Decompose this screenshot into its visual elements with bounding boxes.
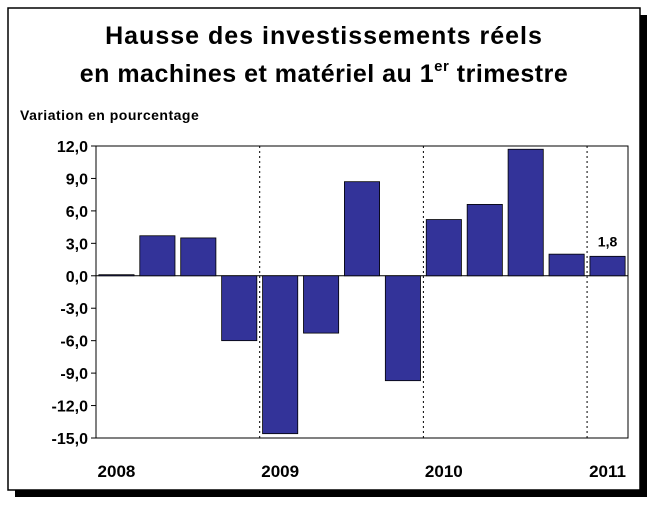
bar <box>262 275 299 435</box>
y-tick-label: -6,0 <box>60 334 88 351</box>
chart-title: Hausse des investissements réels <box>105 22 543 50</box>
title-superscript: er <box>434 58 449 75</box>
bar <box>344 181 380 277</box>
title-part: en machines et matériel au 1 <box>80 60 434 88</box>
bar <box>98 274 135 277</box>
bar <box>466 203 503 277</box>
value-label: 1,8 <box>598 233 618 249</box>
bar <box>221 275 258 342</box>
chart-title-line2: en machines et matériel au 1er trimestre <box>80 58 569 88</box>
bar <box>507 148 544 277</box>
bar <box>425 219 462 277</box>
bar <box>384 275 421 382</box>
x-tick-label: 2008 <box>98 462 136 481</box>
bar <box>303 275 340 334</box>
bar <box>139 235 176 277</box>
y-tick-label: 0,0 <box>66 269 88 286</box>
y-tick-label: 9,0 <box>66 171 88 188</box>
bar <box>180 237 217 277</box>
y-tick-label: 12,0 <box>57 139 88 156</box>
y-tick-label: 3,0 <box>66 236 88 253</box>
plot-area <box>95 145 629 439</box>
title-part: trimestre <box>449 60 568 88</box>
y-tick-label: -15,0 <box>52 431 89 448</box>
bar <box>548 253 585 277</box>
x-tick-label: 2009 <box>261 462 299 481</box>
x-tick-label: 2010 <box>425 462 463 481</box>
y-axis-label: Variation en pourcentage <box>20 107 199 123</box>
y-tick-label: -9,0 <box>60 366 88 383</box>
x-tick-label: 2011 <box>589 462 626 481</box>
y-tick-label: 6,0 <box>66 204 88 221</box>
bar <box>589 255 626 277</box>
y-tick-label: -3,0 <box>60 301 88 318</box>
y-tick-label: -12,0 <box>52 399 89 416</box>
